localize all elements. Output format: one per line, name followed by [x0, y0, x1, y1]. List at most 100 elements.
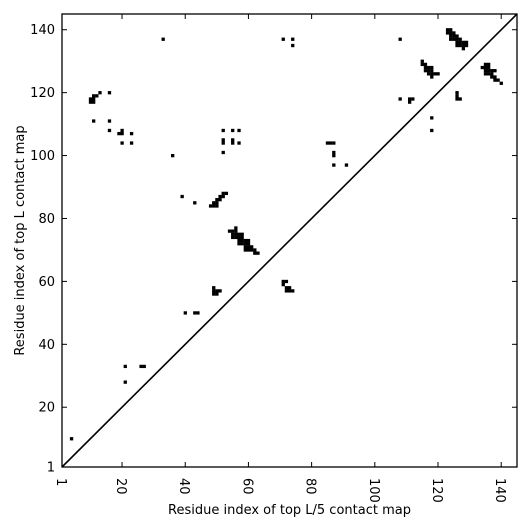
contact-cell [398, 37, 402, 41]
x-tick-label: 20 [113, 478, 128, 495]
contact-cell [483, 62, 488, 67]
contact-cell [107, 119, 112, 123]
contact-cell [92, 100, 96, 104]
contact-cell [423, 69, 428, 73]
diagonal-line [61, 13, 518, 468]
contact-cell [483, 65, 488, 70]
contact-cell [461, 47, 466, 51]
contact-cell [142, 364, 146, 369]
contact-cell [420, 59, 424, 63]
contact-cell [281, 279, 285, 284]
contact-cell [234, 232, 238, 236]
y-tick-label: 140 [30, 23, 55, 38]
contact-cell [493, 75, 497, 79]
contact-cell [231, 229, 235, 233]
contact-cell [98, 91, 102, 95]
contact-cell [344, 163, 349, 167]
contact-cell [224, 191, 229, 196]
contact-cell [455, 97, 459, 101]
y-tick-label: 120 [30, 86, 55, 101]
contact-cell [490, 75, 494, 79]
contact-cell [455, 43, 459, 48]
contact-cell [123, 364, 127, 369]
contact-cell [461, 40, 466, 45]
contact-cell [221, 191, 225, 196]
contact-cell [332, 153, 336, 158]
contact-cell [449, 31, 453, 35]
contact-cell [287, 286, 292, 290]
contact-cell [483, 72, 488, 76]
contact-cell [433, 72, 437, 76]
contact-cell [240, 238, 244, 243]
x-axis-ticks: 1 20 40 60 80 100 120 140 [53, 14, 507, 503]
x-tick-label: 1 [53, 478, 68, 486]
contact-cell [284, 279, 289, 284]
contact-cell [243, 245, 247, 249]
contact-cell [496, 78, 500, 82]
contact-cell [426, 65, 431, 70]
contact-cell [212, 201, 216, 205]
contact-cell [430, 128, 434, 133]
contact-cell [458, 37, 462, 41]
contact-cell [455, 94, 459, 98]
contact-cell [240, 242, 244, 246]
contact-cell [231, 232, 235, 236]
contact-cell [423, 65, 428, 70]
x-tick-label: 140 [492, 478, 507, 503]
contact-cell [161, 37, 165, 41]
y-tick-label: 100 [30, 149, 55, 164]
contact-cell [493, 78, 497, 82]
contact-cell [221, 150, 225, 155]
contact-cell [452, 37, 456, 41]
contact-cell [430, 75, 434, 79]
contact-cell [430, 65, 434, 70]
contact-cell [325, 141, 330, 145]
contact-cell [281, 282, 285, 287]
contact-cell [449, 34, 453, 38]
contact-cell [237, 141, 241, 145]
contact-cell [107, 91, 112, 95]
contact-cells [69, 28, 503, 441]
contact-cell [398, 97, 402, 101]
contact-cell [490, 69, 494, 73]
contact-cell [107, 128, 112, 133]
contact-cell [332, 150, 336, 155]
contact-cell [449, 37, 453, 41]
contact-cell [120, 131, 124, 136]
x-tick-label: 100 [366, 478, 381, 503]
contact-cell [88, 100, 93, 104]
contact-cell [231, 128, 235, 133]
contact-cell [237, 238, 241, 243]
contact-cell [129, 131, 134, 136]
contact-cell [332, 163, 336, 167]
contact-cell [208, 204, 213, 208]
contact-cell [328, 141, 333, 145]
contact-cell [212, 289, 216, 293]
x-tick-label: 80 [303, 478, 318, 495]
contact-cell [464, 40, 469, 45]
contact-cell [407, 100, 412, 104]
contact-cell [218, 194, 222, 199]
contact-cell [171, 153, 175, 158]
contact-cell [212, 286, 216, 290]
contact-cell [221, 138, 225, 142]
contact-cell [237, 235, 241, 240]
contact-cell [411, 97, 415, 101]
contact-cell [221, 194, 225, 199]
contact-cell [231, 235, 235, 240]
contact-cell [243, 238, 247, 243]
contact-cell [420, 62, 424, 67]
contact-cell [215, 198, 219, 202]
contact-cell [430, 69, 434, 73]
contact-cell [237, 242, 241, 246]
contact-cell [129, 141, 134, 145]
contact-cell [180, 194, 184, 199]
contact-cell [281, 37, 285, 41]
contact-cell [480, 65, 484, 70]
contact-cell [218, 198, 222, 202]
contact-cell [291, 37, 295, 41]
contact-cell [284, 286, 289, 290]
x-tick-label: 60 [239, 478, 254, 495]
